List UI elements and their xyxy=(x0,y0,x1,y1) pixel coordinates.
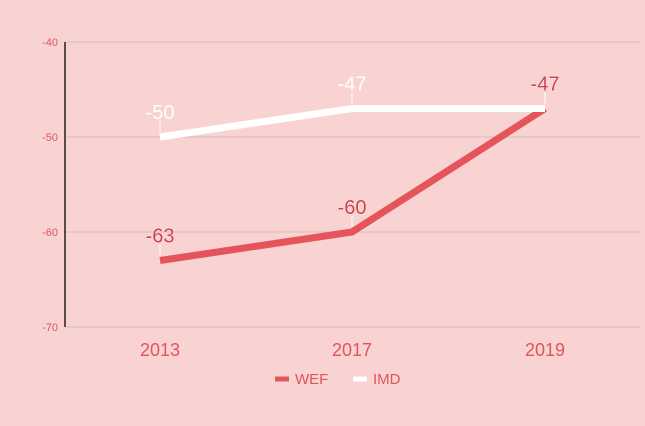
data-label-wef: -60 xyxy=(338,197,367,219)
y-tick-label: -60 xyxy=(42,227,58,239)
data-label-wef: -63 xyxy=(146,226,175,248)
legend-label-imd: IMD xyxy=(373,371,401,388)
data-label-imd: -47 xyxy=(338,74,367,96)
series-line-imd xyxy=(159,105,545,141)
y-tick-label: -70 xyxy=(42,322,58,334)
legend-label-wef: WEF xyxy=(295,371,328,388)
y-tick-label: -40 xyxy=(42,37,58,49)
series-line-wef xyxy=(159,105,547,264)
x-tick-label: 2019 xyxy=(525,340,565,360)
data-label-wef: -47 xyxy=(531,74,560,96)
x-tick-label: 2013 xyxy=(140,340,180,360)
data-label-imd: -47 xyxy=(531,74,560,96)
y-tick-label: -50 xyxy=(42,132,58,144)
x-tick-label: 2017 xyxy=(332,340,372,360)
data-label-imd: -50 xyxy=(146,102,175,124)
